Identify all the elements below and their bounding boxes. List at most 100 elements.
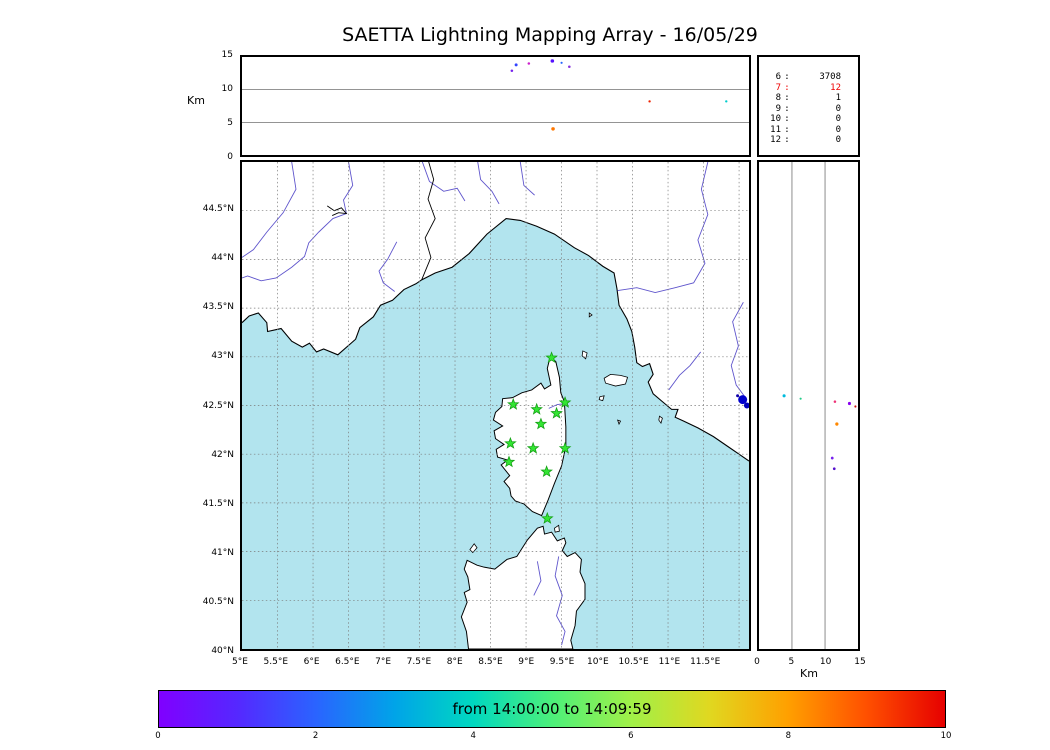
- colorbar-tick-label: 0: [155, 731, 161, 741]
- station-level: 6: [775, 72, 781, 82]
- source-count: 0: [835, 135, 841, 145]
- sardinia-island: [460, 525, 586, 649]
- source-count: 3708: [819, 72, 841, 82]
- colorbar-tick-label: 8: [785, 731, 792, 741]
- lightning-source-dot: [527, 62, 531, 65]
- river: [421, 162, 466, 202]
- altitude-tick-label: 10: [819, 657, 832, 667]
- lma-station-star-marker: [530, 402, 543, 415]
- source-count: 0: [835, 103, 841, 114]
- small-island: [616, 419, 622, 426]
- lightning-source-dot: [743, 402, 749, 409]
- longitude-tick-label: 5.5°E: [263, 657, 289, 667]
- lightning-source-dot: [782, 394, 786, 398]
- separator: :: [784, 103, 790, 114]
- longitude-tick-label: 10°E: [587, 657, 609, 667]
- small-island: [658, 415, 663, 424]
- lma-station-star-marker: [526, 441, 540, 454]
- separator: :: [784, 82, 790, 93]
- altitude-latitude-plot: [759, 162, 858, 649]
- station-level: 12: [770, 135, 781, 145]
- latitude-tick-label: 41.5°N: [202, 498, 234, 509]
- small-island: [553, 524, 560, 533]
- station-count-panel: 6: 3708 7:12 8: 1 9: 0 10: 0 11: 0 12: 0: [757, 55, 860, 157]
- latitude-tick-label: 40.5°N: [202, 596, 234, 607]
- latitude-tick-label: 43.5°N: [202, 302, 234, 313]
- longitude-tick-label: 9°E: [518, 657, 535, 667]
- river: [242, 162, 354, 282]
- river: [554, 556, 566, 646]
- station-level: 8: [775, 93, 781, 103]
- station-level: 7: [775, 82, 781, 93]
- altitude-tick-label: 10: [221, 84, 233, 94]
- lightning-source-dot: [799, 397, 802, 400]
- lightning-source-dot: [510, 69, 514, 72]
- river: [533, 561, 542, 596]
- altitude-axis-label-bottom: Km: [800, 667, 818, 680]
- time-range-label: from 14:00:00 to 14:09:59: [452, 700, 652, 718]
- colorbar-tick-label: 4: [470, 731, 476, 741]
- lma-station-star-marker: [541, 511, 554, 524]
- river: [617, 162, 709, 293]
- separator: :: [784, 124, 790, 135]
- lma-station-star-marker: [502, 455, 516, 468]
- lightning-source-dot: [725, 100, 728, 103]
- station-stat-row: 8: 1: [765, 93, 858, 104]
- station-stat-row: 10: 0: [765, 114, 858, 125]
- river: [519, 162, 535, 196]
- latitude-tick-label: 42.5°N: [202, 400, 234, 411]
- latitude-tick-label: 40°N: [211, 646, 234, 656]
- longitude-tick-label: 8°E: [446, 657, 463, 667]
- lma-station-star-marker: [558, 396, 572, 408]
- altitude-axis-label-left: Km: [187, 94, 205, 107]
- longitude-tick-label: 8.5°E: [478, 657, 503, 667]
- lightning-source-dot: [854, 405, 857, 408]
- longitude-tick-label: 11°E: [658, 657, 681, 667]
- station-level: 9: [775, 103, 781, 114]
- separator: :: [784, 114, 790, 124]
- plot-background: [242, 57, 749, 155]
- lma-station-star-marker: [534, 417, 548, 430]
- separator: :: [784, 93, 790, 103]
- plot-background: [759, 162, 858, 649]
- altitude-tick-label: 0: [227, 152, 233, 162]
- station-stat-row: 6: 3708: [765, 72, 858, 83]
- lightning-source-dot: [648, 100, 651, 103]
- source-count: 0: [835, 124, 841, 135]
- lma-station-star-marker: [504, 436, 517, 449]
- longitude-tick-label: 11.5°E: [690, 657, 721, 667]
- altitude-tick-label: 0: [754, 657, 760, 667]
- lightning-source-dot: [736, 394, 740, 398]
- map-plot: [242, 162, 749, 649]
- station-stat-row: 7: 12: [765, 83, 858, 94]
- station-level: 11: [770, 124, 781, 135]
- source-count: 1: [835, 93, 841, 103]
- lightning-source-dot: [551, 127, 555, 131]
- altitude-tick-label: 15: [854, 657, 866, 667]
- lma-station-star-marker: [558, 441, 572, 454]
- longitude-tick-label: 7.5°E: [406, 657, 432, 667]
- lightning-source-dot: [835, 422, 839, 426]
- mainland-land: [242, 162, 749, 462]
- lightning-source-dot: [738, 395, 748, 405]
- longitude-tick-label: 9.5°E: [549, 657, 575, 667]
- small-island: [603, 373, 629, 387]
- source-count: 0: [835, 114, 841, 124]
- longitude-tick-label: 5°E: [232, 657, 248, 667]
- station-level: 10: [770, 114, 781, 124]
- geographic-map-panel: [240, 160, 751, 651]
- altitude-vs-latitude-panel: [757, 160, 860, 651]
- altitude-tick-label: 5: [788, 657, 795, 667]
- lma-station-star-marker: [507, 397, 520, 410]
- colorbar-tick-label: 6: [628, 731, 634, 741]
- lma-station-star-marker: [550, 406, 563, 419]
- time-colorbar: from 14:00:00 to 14:09:59: [158, 690, 946, 728]
- lightning-source-dot: [568, 65, 571, 69]
- altitude-tick-label: 15: [221, 50, 233, 60]
- river: [477, 162, 500, 205]
- separator: :: [784, 72, 790, 82]
- small-island: [469, 543, 478, 554]
- lightning-source-dot: [832, 467, 836, 471]
- station-stat-row: 11: 0: [765, 125, 858, 136]
- lightning-source-dot: [830, 456, 834, 460]
